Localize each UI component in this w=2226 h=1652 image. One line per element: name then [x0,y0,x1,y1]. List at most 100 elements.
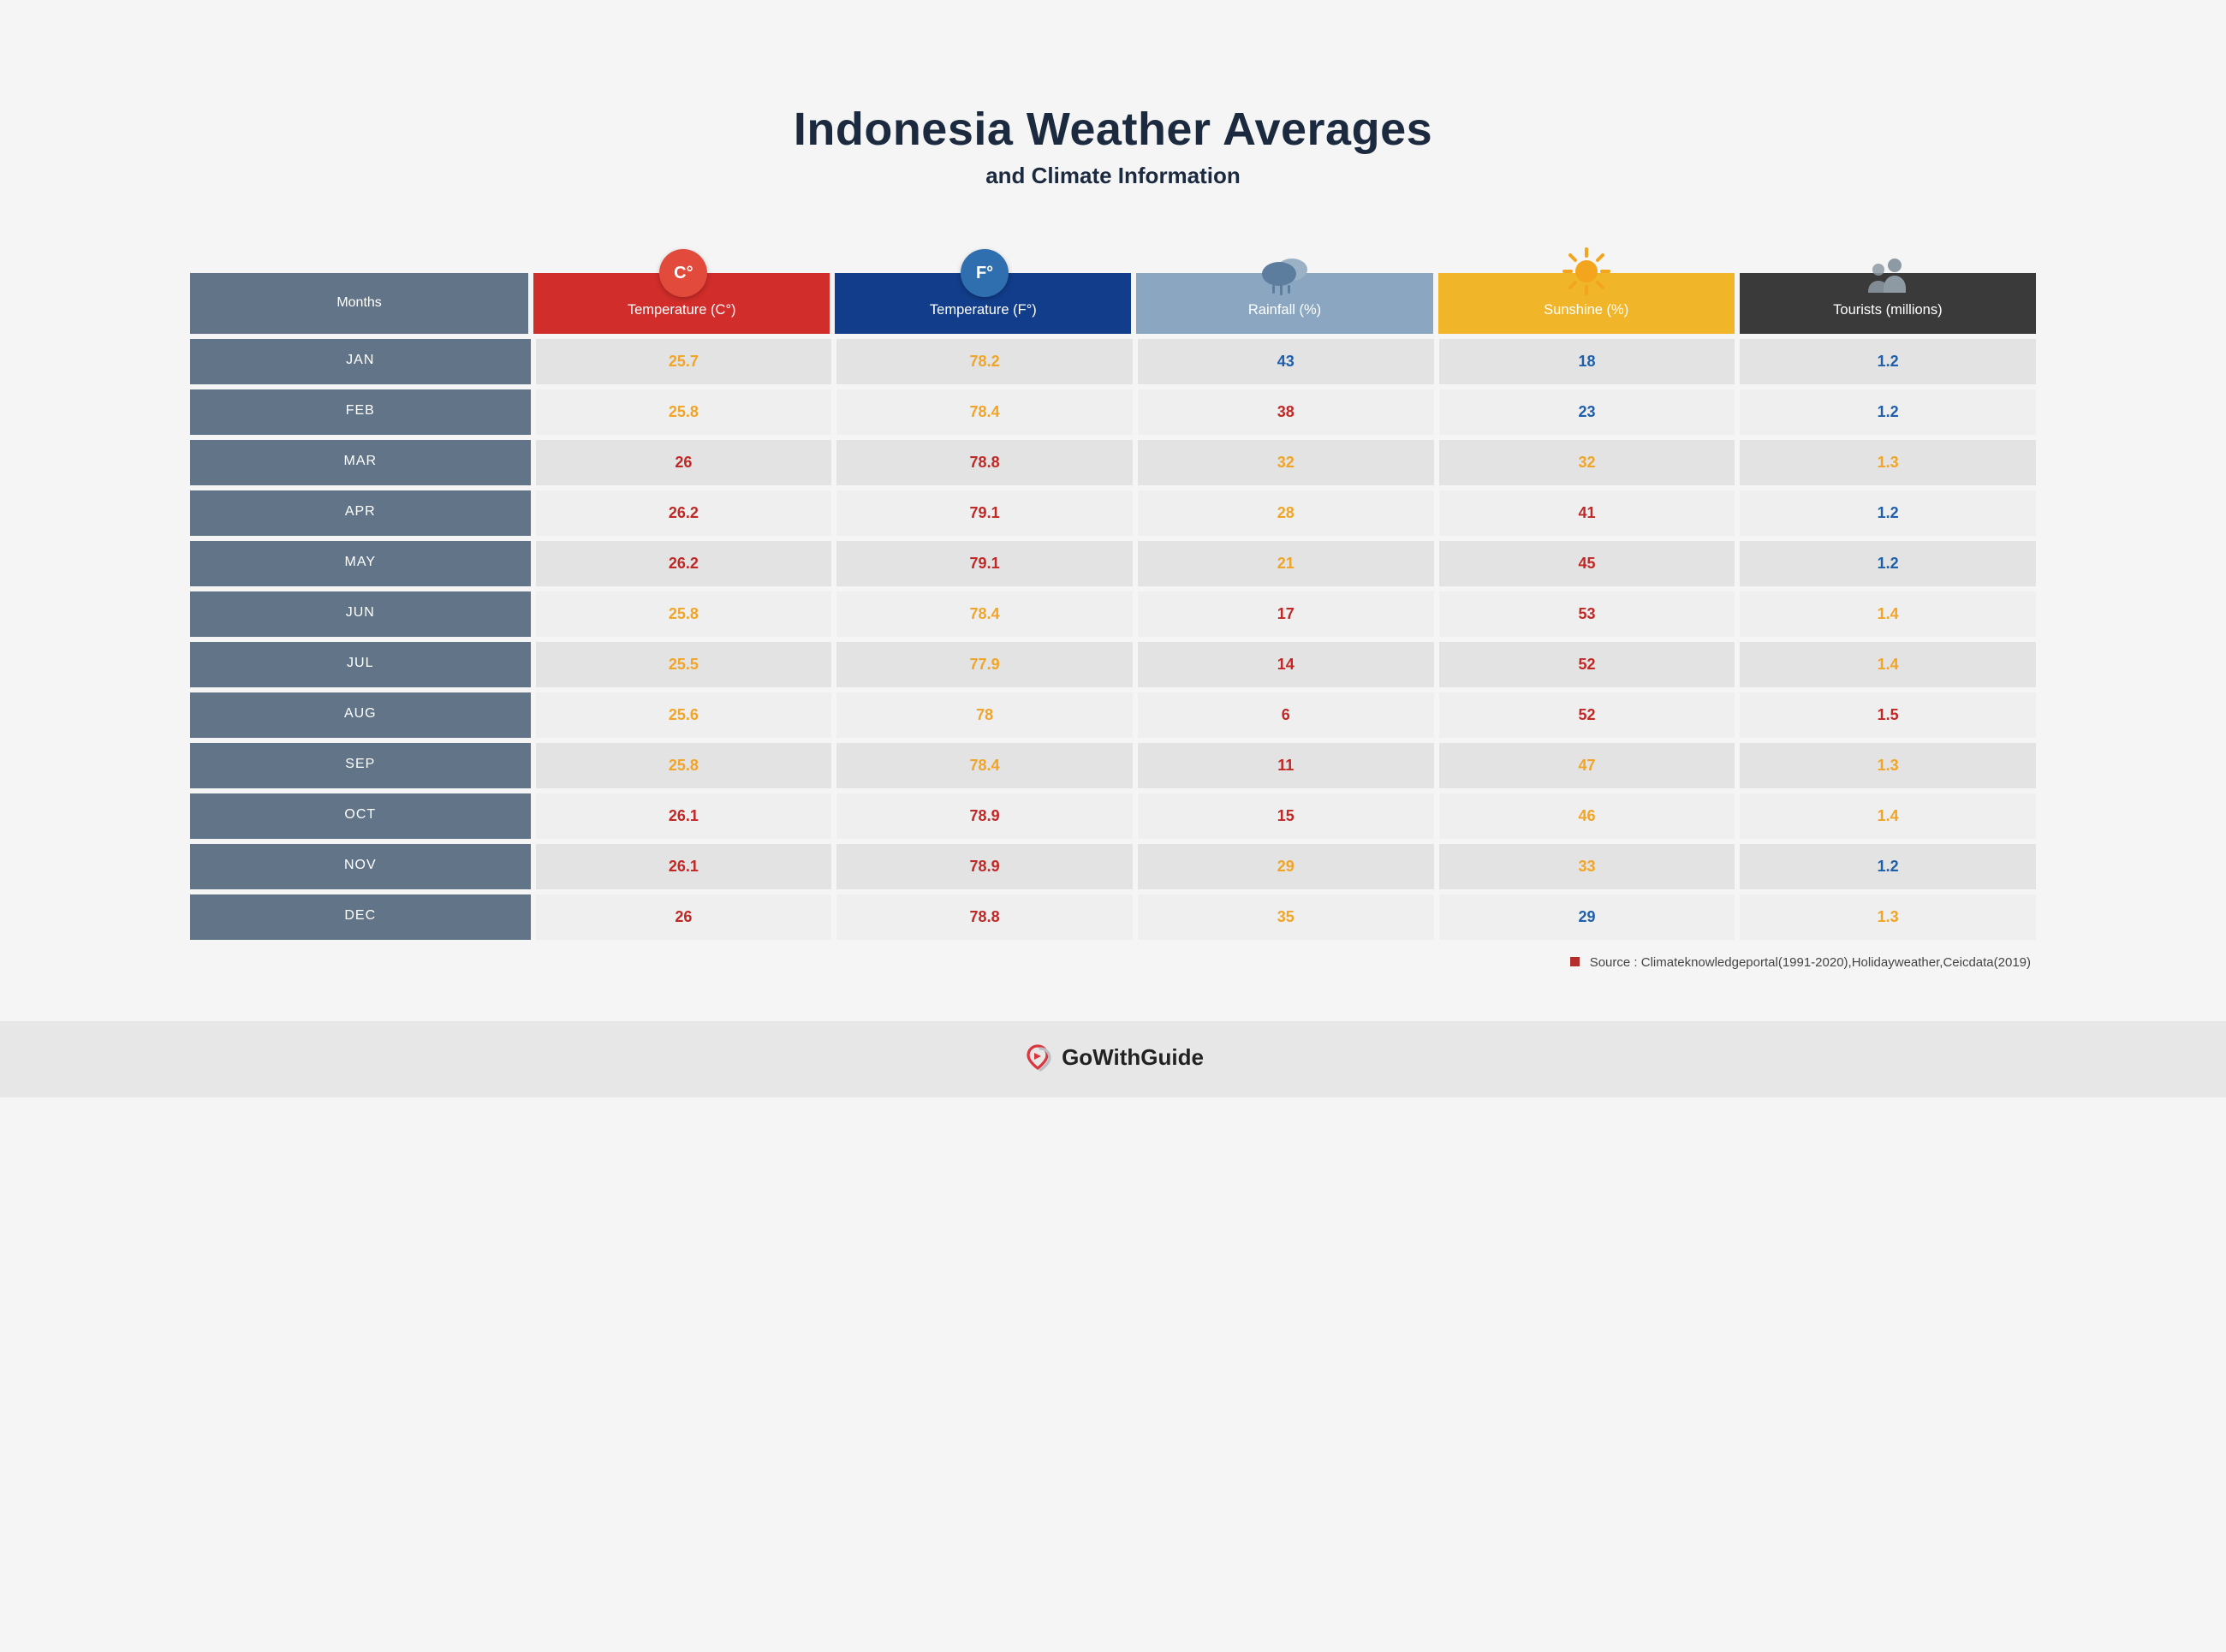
data-cell: 29 [1138,844,1434,889]
data-cell: 43 [1138,339,1434,384]
data-cell: 25.5 [536,642,832,687]
data-cell: 78.8 [836,894,1133,940]
month-cell: SEP [190,743,531,788]
celsius-badge-text: C° [674,264,693,283]
data-cell: 78 [836,692,1133,738]
data-cell: 53 [1439,591,1735,637]
source-citation: Source : Climateknowledgeportal(1991-202… [190,955,2036,970]
data-cell: 29 [1439,894,1735,940]
header-icon-row: C° F° [190,249,2036,297]
month-cell: OCT [190,793,531,839]
month-cell: JUL [190,642,531,687]
data-cell: 25.7 [536,339,832,384]
data-cell: 1.2 [1740,490,2036,536]
data-cell: 38 [1138,389,1434,435]
data-cell: 47 [1439,743,1735,788]
data-cell: 26.2 [536,490,832,536]
data-cell: 1.3 [1740,743,2036,788]
infographic-container: Indonesia Weather Averages and Climate I… [156,51,2070,987]
data-cell: 79.1 [836,490,1133,536]
icon-slot-rainfall [1138,249,1434,297]
header-temp-c-label: Temperature (C°) [628,302,736,318]
data-cell: 1.2 [1740,389,2036,435]
data-cell: 78.4 [836,389,1133,435]
data-cell: 26 [536,440,832,485]
data-cell: 23 [1439,389,1735,435]
data-cell: 45 [1439,541,1735,586]
month-cell: DEC [190,894,531,940]
data-cell: 32 [1138,440,1434,485]
data-cell: 21 [1138,541,1434,586]
data-cell: 25.8 [536,591,832,637]
table-row: AUG25.6786521.5 [190,692,2036,738]
people-icon [1863,254,1913,297]
data-cell: 26.1 [536,844,832,889]
sun-icon [1561,246,1612,297]
icon-slot-sunshine [1439,249,1735,297]
data-cell: 25.6 [536,692,832,738]
data-cell: 1.5 [1740,692,2036,738]
data-cell: 14 [1138,642,1434,687]
data-cell: 1.4 [1740,793,2036,839]
data-cell: 1.4 [1740,591,2036,637]
fahrenheit-badge-icon: F° [961,249,1009,297]
data-cell: 26.1 [536,793,832,839]
data-cell: 77.9 [836,642,1133,687]
data-cell: 18 [1439,339,1735,384]
data-cell: 78.9 [836,844,1133,889]
month-cell: FEB [190,389,531,435]
source-marker-icon [1570,957,1580,966]
data-cell: 1.2 [1740,844,2036,889]
rain-cloud-icon [1258,253,1314,297]
table-row: SEP25.878.411471.3 [190,743,2036,788]
header-months-label: Months [336,295,381,310]
icon-slot-tourists [1740,249,2036,297]
header-sunshine-label: Sunshine (%) [1544,302,1628,318]
data-cell: 78.8 [836,440,1133,485]
icon-slot-temp-c: C° [536,249,832,297]
table-row: DEC2678.835291.3 [190,894,2036,940]
data-cell: 1.2 [1740,541,2036,586]
data-cell: 15 [1138,793,1434,839]
data-cell: 78.4 [836,591,1133,637]
table-row: APR26.279.128411.2 [190,490,2036,536]
data-cell: 26.2 [536,541,832,586]
data-cell: 78.2 [836,339,1133,384]
page-title: Indonesia Weather Averages [190,103,2036,156]
table-body: JAN25.778.243181.2FEB25.878.438231.2MAR2… [190,339,2036,940]
month-cell: MAY [190,541,531,586]
source-text: Source : Climateknowledgeportal(1991-202… [1590,955,2031,970]
data-cell: 41 [1439,490,1735,536]
page-subtitle: and Climate Information [190,163,2036,189]
header-temp-f-label: Temperature (F°) [930,302,1037,318]
data-cell: 25.8 [536,389,832,435]
data-cell: 25.8 [536,743,832,788]
data-cell: 17 [1138,591,1434,637]
data-cell: 79.1 [836,541,1133,586]
month-cell: AUG [190,692,531,738]
data-cell: 78.9 [836,793,1133,839]
data-cell: 1.3 [1740,894,2036,940]
table-row: JUN25.878.417531.4 [190,591,2036,637]
data-cell: 32 [1439,440,1735,485]
celsius-badge-icon: C° [659,249,707,297]
icon-spacer-months [190,249,531,297]
icon-slot-temp-f: F° [836,249,1133,297]
data-cell: 6 [1138,692,1434,738]
footer-bar: GoWithGuide [0,1021,2226,1097]
table-row: JAN25.778.243181.2 [190,339,2036,384]
month-cell: APR [190,490,531,536]
table-row: MAY26.279.121451.2 [190,541,2036,586]
data-cell: 46 [1439,793,1735,839]
month-cell: NOV [190,844,531,889]
month-cell: JAN [190,339,531,384]
table-row: OCT26.178.915461.4 [190,793,2036,839]
brand-logo: GoWithGuide [1022,1042,1204,1073]
header-rainfall-label: Rainfall (%) [1248,302,1321,318]
data-cell: 28 [1138,490,1434,536]
data-cell: 26 [536,894,832,940]
fahrenheit-badge-text: F° [976,264,993,283]
data-cell: 1.2 [1740,339,2036,384]
month-cell: JUN [190,591,531,637]
table-row: MAR2678.832321.3 [190,440,2036,485]
